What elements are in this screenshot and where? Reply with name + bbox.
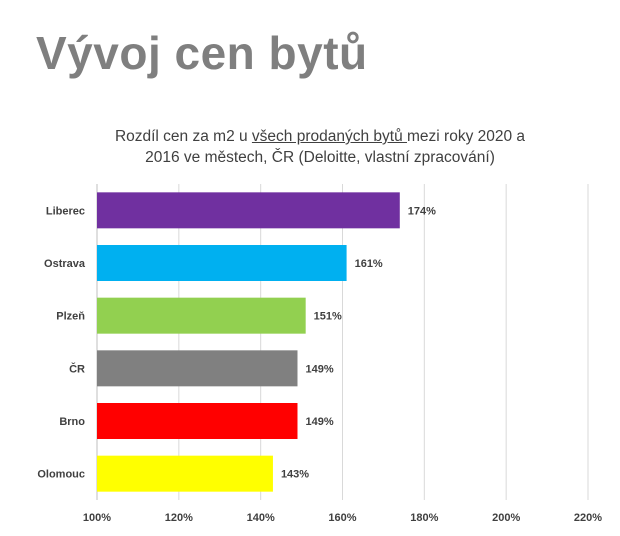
category-label: Liberec [46, 205, 85, 217]
x-tick-label: 180% [410, 512, 438, 524]
x-tick-label: 200% [492, 512, 520, 524]
x-tick-label: 120% [165, 512, 193, 524]
data-label: 149% [305, 416, 333, 428]
bars [97, 192, 400, 492]
bar [97, 297, 306, 334]
category-label: ČR [69, 362, 85, 375]
chart-title-part-3: 2016 ve městech, ČR (Deloitte, vlastní z… [145, 149, 495, 166]
chart-title-part-1: Rozdíl cen za m2 u [114, 128, 252, 145]
chart-title: Rozdíl cen za m2 u všech prodaných bytů … [70, 126, 570, 168]
grid-lines [96, 184, 589, 500]
category-label: Olomouc [37, 469, 85, 481]
bar [97, 192, 400, 229]
slide-title: Vývoj cen bytů [36, 27, 368, 79]
data-label: 151% [314, 311, 342, 323]
category-label: Brno [59, 416, 85, 428]
data-label: 149% [305, 363, 333, 375]
data-label: 174% [408, 205, 436, 217]
x-tick-label: 140% [247, 512, 275, 524]
bar [97, 245, 347, 281]
bar [97, 455, 273, 492]
x-tick-label: 100% [83, 512, 111, 524]
x-tick-label: 220% [574, 512, 602, 524]
bar [97, 350, 298, 387]
category-label: Ostrava [44, 258, 86, 270]
data-label: 161% [355, 258, 383, 270]
bar [97, 403, 298, 439]
x-tick-label: 160% [328, 512, 356, 524]
chart-title-part-2: mezi roky 2020 a [407, 128, 526, 145]
category-label: Plzeň [56, 311, 85, 323]
chart-title-part-underlined: všech prodaných bytů [251, 128, 408, 145]
data-label: 143% [281, 469, 309, 481]
labels: 100% 120% 140% 160% 180% 200% 220% Liberec 174% O… [37, 205, 602, 524]
